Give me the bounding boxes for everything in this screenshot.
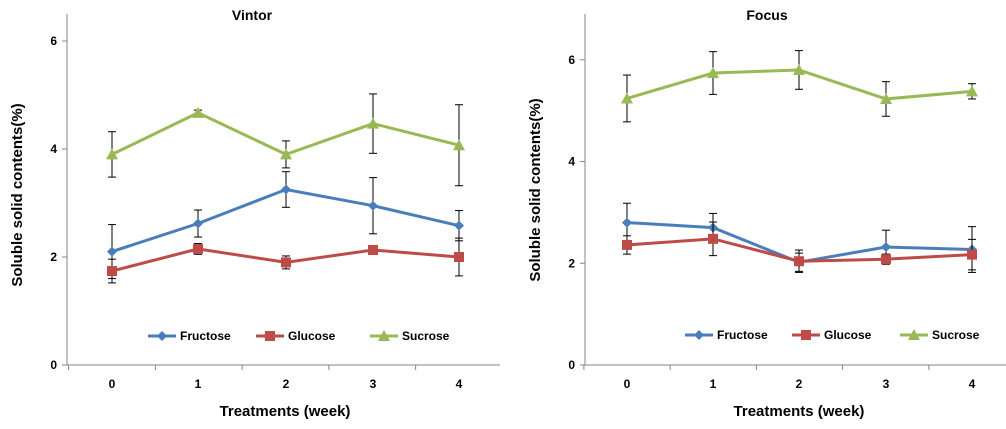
data-point (454, 252, 464, 262)
data-point (793, 63, 805, 75)
legend-marker (157, 331, 167, 341)
legend-label: Sucrose (932, 328, 980, 342)
plot-area: 0 2 4 6 0 1 2 3 4 Fructose Glucose Sucrose (50, 14, 500, 391)
data-point (707, 67, 719, 79)
series-sucrose (621, 50, 978, 123)
chart-title: Vintor (232, 7, 273, 23)
y-tick-label: 6 (568, 53, 575, 67)
data-point (368, 200, 378, 211)
y-tick-label: 4 (50, 142, 57, 156)
data-point (281, 257, 291, 268)
series-glucose (107, 237, 464, 284)
data-point (880, 92, 892, 104)
y-axis-label: Soluble solid contents(%) (527, 98, 544, 281)
x-tick-label: 3 (883, 377, 890, 391)
series-sucrose (106, 93, 465, 187)
legend-item-sucrose: Sucrose (370, 329, 450, 343)
x-tick-label: 3 (370, 377, 377, 391)
x-axis-label: Treatments (week) (220, 403, 351, 420)
data-point (280, 148, 292, 160)
data-point (107, 246, 117, 257)
x-tick-label: 2 (283, 377, 290, 391)
chart-focus: Focus Soluble solid contents(%) Treatmen… (527, 7, 1006, 420)
data-point (192, 106, 204, 118)
legend-item-fructose: Fructose (148, 329, 231, 343)
chart-title: Focus (746, 7, 787, 23)
data-point (454, 220, 464, 231)
y-tick-label: 0 (568, 358, 575, 372)
data-point (622, 217, 632, 228)
data-point (967, 249, 977, 260)
legend-label: Glucose (288, 329, 336, 343)
data-point (881, 254, 891, 265)
data-point (881, 241, 891, 252)
plot-area: 0 2 4 6 0 1 2 3 4 Fructose Glucose Sucrose (568, 14, 1006, 391)
data-point (281, 184, 291, 195)
y-tick-label: 2 (568, 256, 575, 270)
y-tick-label: 2 (50, 250, 57, 264)
legend-marker (265, 331, 275, 341)
series-fructose (107, 171, 464, 280)
data-point (367, 117, 379, 129)
legend-label: Fructose (717, 328, 768, 342)
legend-marker (378, 330, 390, 341)
x-tick-label: 1 (710, 377, 717, 391)
legend-item-sucrose: Sucrose (900, 328, 980, 342)
legend-item-glucose: Glucose (792, 328, 872, 342)
y-axis-label: Soluble solid contents(%) (9, 103, 26, 286)
legend-marker (908, 329, 920, 340)
legend-marker (801, 330, 811, 340)
data-point (107, 266, 117, 277)
data-point (193, 218, 203, 229)
legend-label: Glucose (824, 328, 872, 342)
x-tick-label: 1 (195, 377, 202, 391)
data-point (368, 244, 378, 255)
y-tick-label: 0 (50, 358, 57, 372)
series-glucose (622, 221, 977, 273)
y-tick-label: 6 (50, 34, 57, 48)
legend-label: Sucrose (402, 329, 450, 343)
data-point (106, 148, 118, 160)
legend-marker (694, 330, 704, 340)
x-tick-label: 0 (109, 377, 116, 391)
x-tick-label: 4 (969, 377, 976, 391)
x-tick-label: 0 (624, 377, 631, 391)
y-tick-label: 4 (568, 155, 575, 169)
data-point (794, 256, 804, 267)
legend-item-fructose: Fructose (685, 328, 768, 342)
chart-vintor: Vintor Soluble solid contents(%) Treatme… (9, 7, 500, 420)
legend-label: Fructose (180, 329, 231, 343)
data-point (621, 92, 633, 104)
x-tick-label: 2 (796, 377, 803, 391)
data-point (966, 85, 978, 97)
data-point (622, 239, 632, 250)
data-point (193, 243, 203, 254)
x-tick-label: 4 (456, 377, 463, 391)
data-point (708, 233, 718, 244)
legend-item-glucose: Glucose (256, 329, 336, 343)
data-point (453, 139, 465, 151)
x-axis-label: Treatments (week) (734, 403, 865, 420)
